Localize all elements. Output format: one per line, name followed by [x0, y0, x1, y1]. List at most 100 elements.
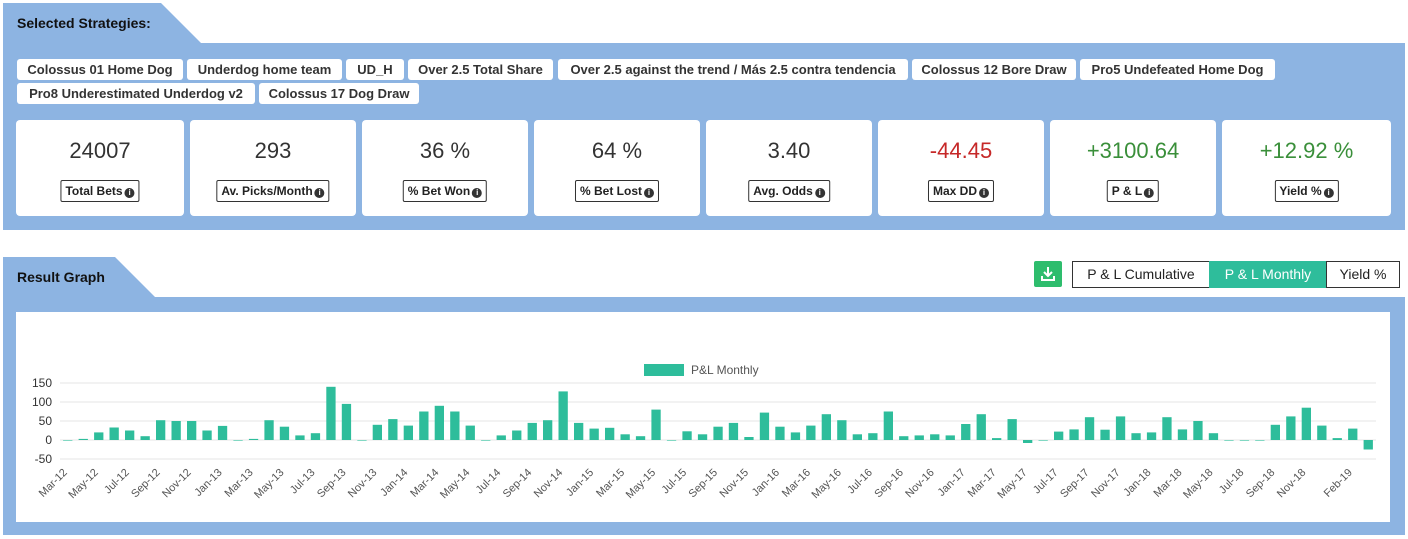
chart-bar: [945, 435, 955, 440]
x-tick-label: Sep-16: [872, 467, 906, 501]
stat-label-avg-picks[interactable]: Av. Picks/Month i: [216, 180, 330, 202]
chart-bar: [914, 435, 924, 440]
chart-bar: [388, 419, 398, 440]
strategy-chip: Over 2.5 against the trend / Más 2.5 con…: [558, 59, 908, 80]
stat-yield: +12.92 % Yield % i: [1222, 120, 1391, 216]
strategy-chip: Colossus 17 Dog Draw: [259, 83, 419, 104]
download-button[interactable]: [1034, 261, 1062, 287]
chart-bar: [171, 421, 181, 440]
tab-yield[interactable]: Yield %: [1326, 261, 1400, 288]
x-tick-label: Mar-15: [594, 467, 627, 500]
chart-bar: [713, 426, 723, 440]
info-icon: i: [644, 188, 655, 198]
stat-value: 64 %: [591, 138, 643, 163]
stat-label-text: Av. Picks/Month: [221, 184, 313, 198]
chart-bar: [512, 430, 522, 440]
chart-bar: [140, 436, 150, 440]
result-graph-panel: 150 100 50 0 -50 P&L Monthly Mar-12 May-12 Jul-1…: [3, 297, 1405, 535]
x-tick-label: Jul-13: [288, 467, 318, 497]
tab-pnl-cumulative[interactable]: P & L Cumulative: [1072, 261, 1210, 288]
chart-bar: [821, 414, 831, 440]
chart-bar: [94, 432, 104, 440]
chart-bar: [1317, 425, 1327, 440]
stat-label-avg-odds[interactable]: Avg. Odds i: [748, 180, 830, 202]
chart-bar: [1208, 433, 1219, 440]
chart-bar: [961, 424, 971, 440]
chart-bar: [574, 422, 584, 440]
legend-swatch: [644, 364, 684, 376]
chart-bar: [1084, 417, 1095, 440]
stat-label-text: Max DD: [932, 184, 978, 198]
chart-bar: [279, 426, 290, 440]
x-tick-label: Mar-12: [37, 467, 70, 500]
x-tick-label: Jul-18: [1217, 467, 1247, 497]
chart-bar: [651, 409, 661, 440]
tab-pnl-monthly[interactable]: P & L Monthly: [1209, 261, 1327, 288]
x-tick-label: Sep-15: [687, 467, 721, 501]
chart-bar: [1332, 438, 1342, 440]
chart-bar: [187, 421, 197, 440]
chart-bar: [434, 405, 444, 440]
x-tick-label: May-16: [810, 467, 844, 501]
chart-bar: [78, 438, 88, 440]
stat-label-total-bets[interactable]: Total Bets i: [60, 180, 140, 202]
stat-label-max-dd[interactable]: Max DD i: [927, 180, 995, 202]
x-tick-label: May-12: [66, 467, 100, 501]
x-tick-label: Sep-12: [129, 467, 163, 501]
info-icon: i: [814, 188, 825, 198]
x-tick-label: Jul-15: [659, 467, 689, 497]
x-tick-label: Nov-12: [160, 467, 194, 501]
stat-bet-lost: 64 % % Bet Lost i: [534, 120, 700, 216]
x-tick-label: May-18: [1181, 467, 1215, 501]
chart-bar: [635, 436, 646, 440]
stat-value: 24007: [69, 138, 131, 163]
x-tick-label: Sep-13: [315, 467, 349, 501]
x-tick-label: Jan-16: [750, 467, 782, 499]
x-tick-label: Sep-14: [501, 467, 535, 501]
chart-bar: [357, 440, 367, 441]
x-tick-label: Mar-17: [966, 467, 999, 500]
chart-bar: [496, 435, 506, 440]
chart-bar: [450, 411, 460, 440]
chart-bar: [1224, 440, 1234, 441]
info-icon: i: [472, 188, 483, 198]
chart-bar: [790, 432, 801, 440]
chart-bar: [868, 433, 878, 440]
stat-label-yield[interactable]: Yield % i: [1274, 180, 1339, 202]
strategy-chip: Underdog home team: [187, 59, 342, 80]
chart-bar: [1131, 433, 1141, 440]
stat-max-dd: -44.45 Max DD i: [878, 120, 1044, 216]
stat-value: +12.92 %: [1259, 138, 1354, 163]
chart-bar: [217, 425, 228, 440]
stat-label-text: % Bet Won: [407, 184, 471, 198]
y-tick-label: 50: [39, 414, 53, 428]
stat-avg-odds: 3.40 Avg. Odds i: [706, 120, 872, 216]
chart-bar: [310, 433, 321, 440]
x-tick-label: Nov-15: [718, 467, 752, 501]
chart-bar: [419, 411, 429, 440]
chart-bar: [620, 434, 630, 440]
stat-label-bet-won[interactable]: % Bet Won i: [402, 180, 488, 202]
chart-bar: [248, 438, 259, 440]
chart-bar: [156, 420, 166, 440]
stat-label-bet-lost[interactable]: % Bet Lost i: [574, 180, 660, 202]
x-tick-label: Jul-16: [845, 467, 875, 497]
stat-label-text: Yield %: [1279, 184, 1322, 198]
stat-bet-won: 36 % % Bet Won i: [362, 120, 528, 216]
stat-total-bets: 24007 Total Bets i: [16, 120, 184, 216]
chart-bar: [806, 425, 816, 440]
chart-bar: [481, 440, 491, 441]
strategy-chip: Pro8 Underestimated Underdog v2: [17, 83, 255, 104]
strategy-summary-panel: Colossus 01 Home Dog Underdog home team …: [3, 43, 1405, 230]
x-tick-label: May-14: [438, 467, 472, 501]
x-tick-label: May-15: [624, 467, 658, 501]
chart-bar: [992, 438, 1002, 440]
chart-bar: [775, 426, 785, 440]
x-tick-label: Jul-17: [1031, 467, 1061, 497]
chart-bar: [1115, 416, 1126, 440]
chart-bar: [543, 420, 553, 440]
chart-bar: [1177, 429, 1188, 440]
x-tick-label: Nov-18: [1275, 467, 1309, 501]
